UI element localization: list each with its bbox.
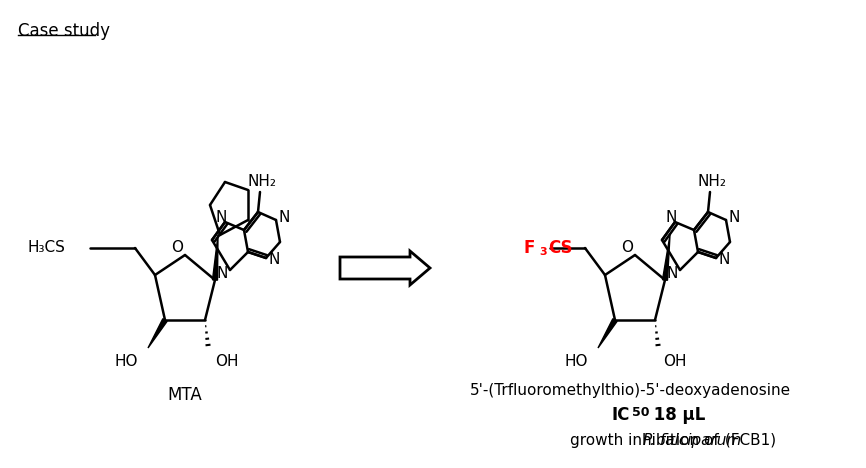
Polygon shape — [340, 251, 430, 285]
Text: N: N — [216, 211, 227, 226]
Text: N: N — [666, 266, 678, 281]
Polygon shape — [148, 319, 167, 348]
Text: F: F — [524, 239, 535, 257]
Text: N: N — [216, 266, 228, 281]
Text: HO: HO — [114, 354, 138, 370]
Text: OH: OH — [215, 354, 238, 370]
Polygon shape — [662, 235, 670, 280]
Text: Case study: Case study — [18, 22, 110, 40]
Text: growth inhibition of: growth inhibition of — [570, 432, 724, 447]
Polygon shape — [212, 235, 218, 280]
Text: O: O — [621, 240, 633, 255]
Text: P. falciparum: P. falciparum — [643, 432, 741, 447]
Text: MTA: MTA — [168, 386, 203, 404]
Text: 50: 50 — [632, 405, 650, 418]
Text: 5'-(Trfluoromethylthio)-5'-deoxyadenosine: 5'-(Trfluoromethylthio)-5'-deoxyadenosin… — [469, 382, 791, 397]
Text: OH: OH — [663, 354, 687, 370]
Text: 18 μL: 18 μL — [648, 406, 706, 424]
Text: CS: CS — [548, 239, 572, 257]
Text: N: N — [665, 211, 676, 226]
Text: O: O — [171, 240, 183, 255]
Text: N: N — [718, 253, 730, 268]
Text: HO: HO — [565, 354, 588, 370]
Text: IC: IC — [611, 406, 630, 424]
Polygon shape — [598, 319, 617, 348]
Text: H₃CS: H₃CS — [27, 241, 65, 256]
Text: 3: 3 — [539, 247, 546, 257]
Text: (FCB1): (FCB1) — [720, 432, 776, 447]
Text: N: N — [278, 211, 290, 226]
Text: NH₂: NH₂ — [697, 175, 727, 190]
Text: N: N — [268, 253, 280, 268]
Text: NH₂: NH₂ — [248, 175, 276, 190]
Text: N: N — [728, 211, 740, 226]
